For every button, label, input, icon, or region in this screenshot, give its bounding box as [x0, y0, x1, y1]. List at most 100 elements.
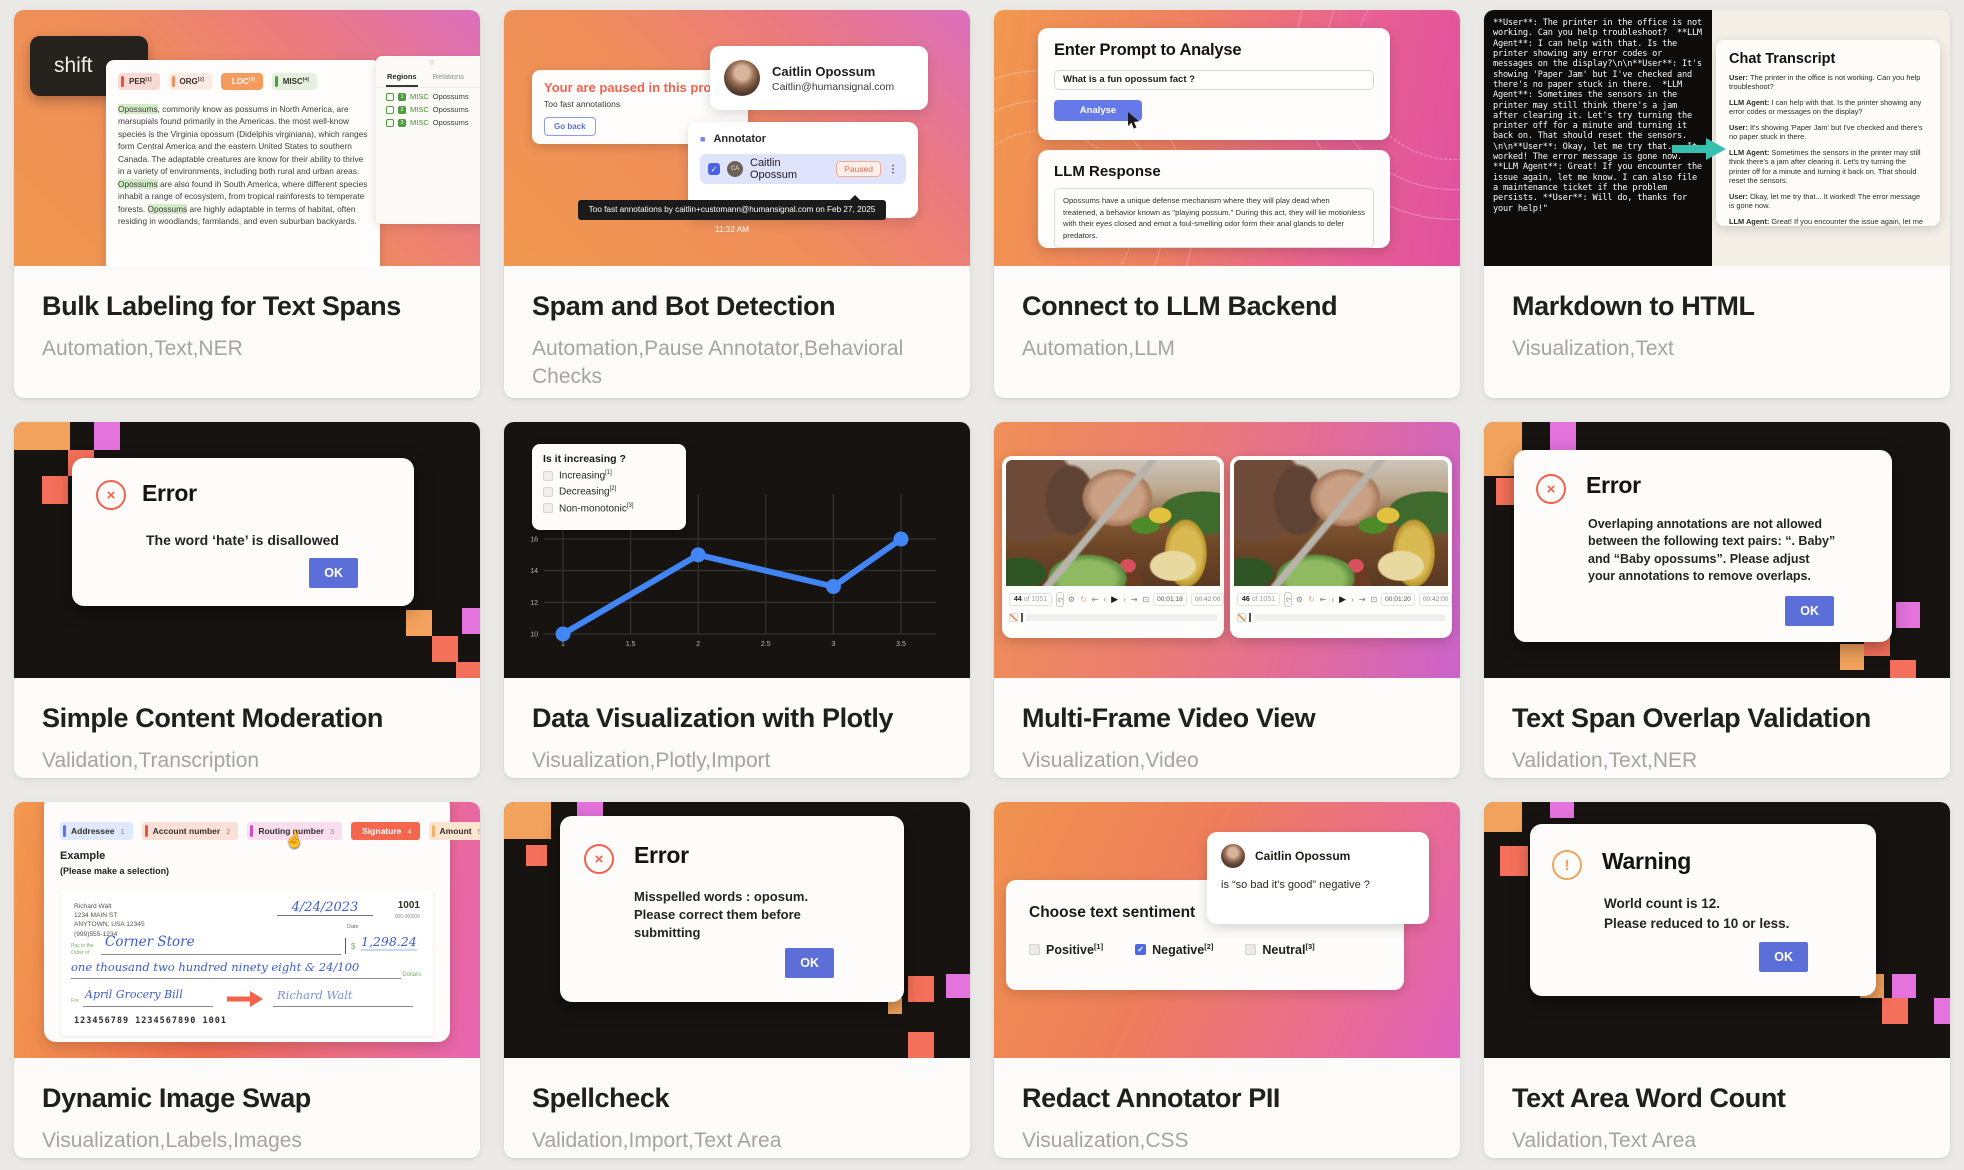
ok-button[interactable]: OK	[1785, 596, 1834, 626]
skip-end-icon[interactable]: ⇥	[1358, 594, 1366, 604]
response-title: LLM Response	[1054, 163, 1161, 180]
ner-label-org[interactable]: ORG[2]	[168, 73, 212, 90]
card-plotly[interactable]: 10 12 14 16 1 1.5 2 2.5 3 3.5 Is it increasing ? …	[504, 422, 970, 778]
chip-addressee[interactable]: Addressee 1	[60, 822, 133, 840]
play-icon[interactable]: ▶	[1339, 593, 1347, 604]
dialog-message: World count is 12. Please reduced to 10 o…	[1604, 896, 1790, 932]
skip-end-icon[interactable]: ⇥	[1130, 594, 1138, 604]
step-back-icon[interactable]: ‹	[1103, 594, 1107, 604]
region-toggle-icon[interactable]	[386, 92, 394, 101]
region-toggle-icon[interactable]	[386, 118, 394, 127]
question-text: Is it increasing ?	[543, 453, 626, 465]
play-icon[interactable]: ▶	[1111, 593, 1119, 604]
choice-decreasing[interactable]: Decreasing[2]	[543, 486, 675, 498]
drag-handle-icon[interactable]: ⠿	[429, 61, 435, 67]
checkbox-checked-icon[interactable]: ✓	[1135, 944, 1147, 956]
chip-routing-number[interactable]: Routing number 3	[247, 822, 343, 840]
timeline-cursor[interactable]	[1021, 613, 1023, 622]
choice-non-monotonic[interactable]: Non-monotonic[3]	[543, 503, 675, 514]
go-back-button[interactable]: Go back	[544, 117, 596, 136]
card-spam-bot-detection[interactable]: Your are paused in this proje Too fast a…	[504, 10, 970, 398]
card-llm-backend[interactable]: Enter Prompt to Analyse What is a fun op…	[994, 10, 1460, 398]
skip-start-icon[interactable]: ⇤	[1319, 594, 1327, 604]
sample-text[interactable]: Opossums, commonly know as possums in No…	[118, 104, 368, 226]
plotly-chart[interactable]: 10 12 14 16 1 1.5 2 2.5 3 3.5	[504, 422, 970, 678]
card-bulk-labeling[interactable]: shift PER[1] ORG[2] LOC[3] MISC[4] Oposs…	[14, 10, 480, 398]
skip-start-icon[interactable]: ⇤	[1091, 594, 1099, 604]
chat-message: LLM AgentSometimes the sensors in the pr…	[1729, 148, 1927, 186]
settings-icon[interactable]: ⚙	[1067, 594, 1076, 604]
card-markdown-to-html[interactable]: **User**: The printer in the office is n…	[1484, 10, 1950, 398]
timeline-tool-icon[interactable]	[1237, 613, 1246, 622]
ok-button[interactable]: OK	[1759, 942, 1808, 972]
ner-label-per[interactable]: PER[1]	[118, 73, 160, 90]
tab-regions[interactable]: Regions	[386, 69, 418, 87]
video-player-2: 46 of 1051 ∩ ⚙ ↻ ⇤ ‹ ▶ › ⇥ ⊡ 00:01:20 00…	[1230, 456, 1453, 638]
chip-signature[interactable]: Signature 4	[351, 822, 420, 840]
chip-amount[interactable]: Amount 5	[428, 822, 480, 840]
frame-counter: 46 of 1051	[1237, 592, 1281, 606]
card-word-count[interactable]: ! Warning World count is 12. Please reduc…	[1484, 802, 1950, 1158]
dialog-message: The word ‘hate’ is disallowed	[146, 532, 339, 548]
sync-icon[interactable]: ↻	[1308, 594, 1315, 604]
card-content-moderation[interactable]: × Error The word ‘hate’ is disallowed OK…	[14, 422, 480, 778]
chat-message: UserIt's showing 'Paper Jam' but I've ch…	[1729, 123, 1927, 142]
ner-label-misc[interactable]: MISC[4]	[271, 73, 317, 90]
avatar	[724, 60, 760, 96]
region-item[interactable]: 2 MISC Opossums	[376, 101, 480, 114]
ok-button[interactable]: OK	[785, 948, 834, 978]
card-tags: Visualization,Plotly,Import	[532, 749, 771, 772]
video-frame[interactable]	[1234, 460, 1448, 586]
timeline-cursor[interactable]	[1249, 613, 1251, 622]
ner-label-loc[interactable]: LOC[3]	[220, 73, 263, 90]
card-overlap-validation[interactable]: × Error Overlaping annotations are not a…	[1484, 422, 1950, 778]
card-dynamic-image-swap[interactable]: Addressee 1 Account number 2 Routing numbe…	[14, 802, 480, 1158]
magnet-button[interactable]: ∩	[1055, 591, 1065, 607]
warning-icon: !	[1552, 850, 1582, 880]
step-forward-icon[interactable]: ›	[1351, 594, 1354, 604]
checkbox-checked-icon[interactable]: ✓	[708, 163, 720, 175]
region-toggle-icon[interactable]	[386, 105, 394, 114]
settings-icon[interactable]: ⚙	[1295, 594, 1304, 604]
card-redact-pii[interactable]: Choose text sentiment Positive[1] ✓ Negat…	[994, 802, 1460, 1158]
checkbox-icon[interactable]	[543, 503, 553, 514]
frame-view-icon[interactable]: ⊡	[1142, 594, 1150, 604]
time-current: 00:01:20	[1381, 592, 1415, 606]
region-item[interactable]: 1 MISC Opossums	[376, 88, 480, 101]
frame-view-icon[interactable]: ⊡	[1370, 594, 1378, 604]
kebab-menu-icon[interactable]: ⋮	[888, 163, 898, 175]
video-frame[interactable]	[1006, 460, 1220, 586]
tab-relations[interactable]: Relations	[432, 72, 464, 81]
checkbox-icon[interactable]	[1245, 944, 1257, 956]
checkbox-icon[interactable]	[1029, 944, 1040, 956]
annotator-row[interactable]: ✓ CA Caitlin Opossum Paused ⋮	[700, 154, 906, 184]
card-tags: Validation,Text,NER	[1512, 749, 1698, 772]
ok-button[interactable]: OK	[309, 558, 358, 588]
checkbox-icon[interactable]	[543, 486, 553, 497]
magnet-button[interactable]: ∩	[1283, 591, 1293, 607]
step-forward-icon[interactable]: ›	[1123, 594, 1126, 604]
check-image[interactable]: Richard Walt 1234 MAIN ST ANYTOWN, USA 1…	[61, 890, 433, 1036]
option-negative[interactable]: ✓ Negative[2]	[1135, 942, 1213, 957]
chip-account-number[interactable]: Account number 2	[141, 822, 239, 840]
avatar-initials: CA	[727, 161, 743, 177]
option-neutral[interactable]: Neutral[3]	[1245, 942, 1315, 957]
chat-message: UserOkay, let me try that... It worked! …	[1729, 192, 1927, 211]
region-item[interactable]: 3 MISC Opossums	[376, 114, 480, 127]
card-tags: Visualization,Video	[1022, 749, 1199, 772]
step-back-icon[interactable]: ‹	[1331, 594, 1335, 604]
card-spellcheck[interactable]: × Error Misspelled words : oposum. Pleas…	[504, 802, 970, 1158]
timeline-track[interactable]	[1254, 614, 1445, 621]
sync-icon[interactable]: ↻	[1080, 594, 1087, 604]
error-dialog: × Error The word ‘hate’ is disallowed OK	[72, 458, 414, 606]
card-multi-frame-video[interactable]: 44 of 1051 ∩ ⚙ ↻ ⇤ ‹ ▶ › ⇥ ⊡ 00:01:18 00…	[994, 422, 1460, 778]
analyse-button[interactable]: Analyse	[1054, 100, 1142, 129]
timeline-tool-icon[interactable]	[1009, 613, 1018, 622]
prompt-input[interactable]: What is a fun opossum fact ?	[1054, 70, 1374, 90]
card-tags: Automation,Text,NER	[42, 337, 243, 360]
choice-increasing[interactable]: Increasing[1]	[543, 470, 675, 481]
preview-spam-bot: Your are paused in this proje Too fast a…	[504, 10, 970, 266]
option-positive[interactable]: Positive[1]	[1029, 942, 1103, 957]
timeline-track[interactable]	[1026, 614, 1217, 621]
checkbox-icon[interactable]	[543, 470, 553, 481]
